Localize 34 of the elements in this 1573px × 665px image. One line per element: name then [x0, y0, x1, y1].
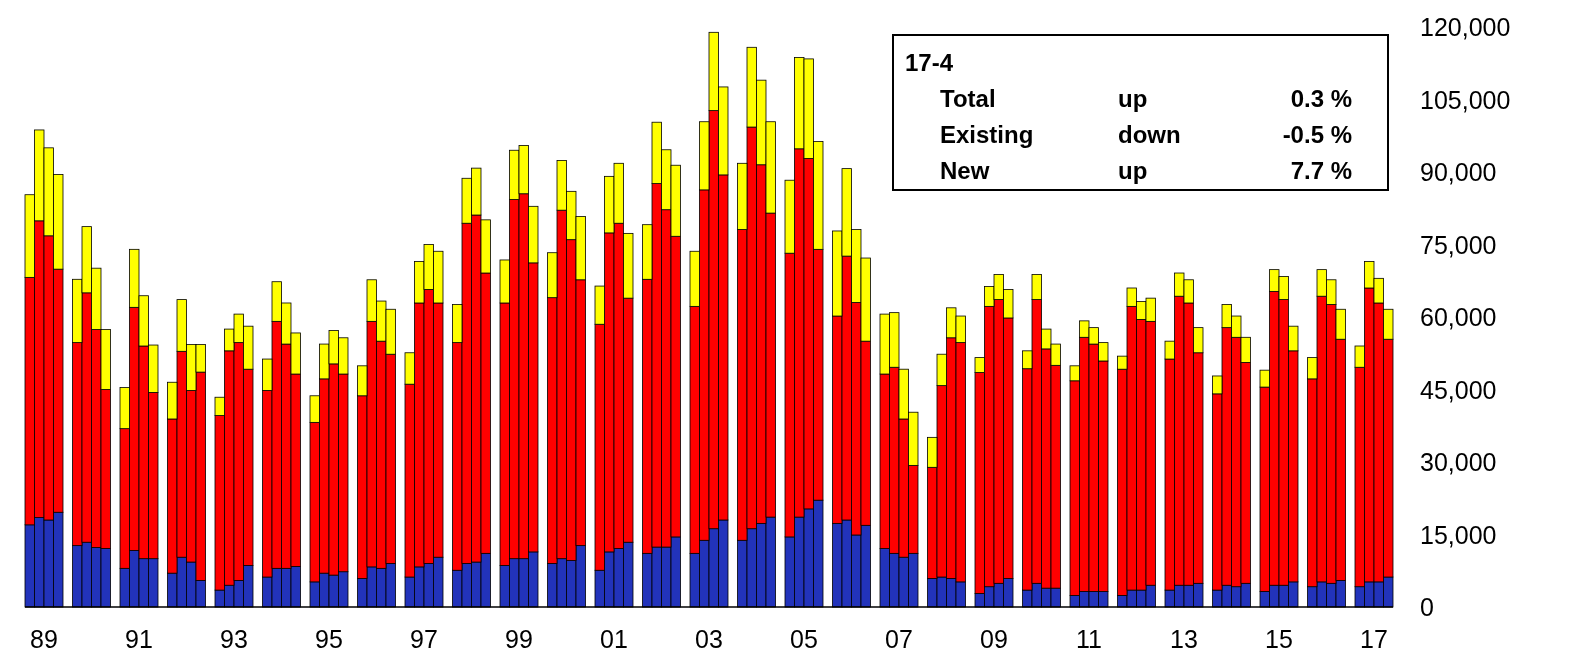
- x-tick-label: 89: [30, 625, 58, 653]
- annotation: down: [1118, 121, 1181, 148]
- x-tick-label: 03: [695, 625, 723, 653]
- y-tick-label: 0: [1420, 593, 1434, 621]
- x-tick-label: 99: [505, 625, 533, 653]
- x-tick-label: 11: [1076, 625, 1102, 653]
- x-tick-label: 05: [790, 625, 818, 653]
- x-tick-label: 01: [600, 625, 628, 653]
- annotation: Total: [940, 85, 996, 112]
- x-tick-label: 95: [315, 625, 343, 653]
- x-tick-label: 07: [885, 625, 913, 653]
- annotation: up: [1118, 85, 1148, 112]
- x-tick-label: 91: [125, 625, 153, 653]
- y-tick-label: 30,000: [1420, 448, 1497, 476]
- x-tick-label: 97: [410, 625, 438, 653]
- annotation: New: [940, 157, 990, 184]
- annotation: 0.3 %: [1290, 85, 1352, 112]
- annotation: up: [1118, 157, 1148, 184]
- y-tick-label: 90,000: [1420, 158, 1497, 186]
- y-tick-label: 15,000: [1420, 520, 1497, 549]
- x-tick-label: 15: [1265, 625, 1293, 653]
- y-tick-label: 120,000: [1420, 13, 1511, 41]
- y-tick-label: 60,000: [1420, 303, 1497, 331]
- y-tick-label: 105,000: [1420, 85, 1511, 114]
- annotation: Existing: [940, 121, 1034, 148]
- x-tick-label: 17: [1360, 625, 1388, 653]
- x-tick-label: 13: [1170, 625, 1198, 653]
- annotation: 7.7 %: [1290, 157, 1352, 184]
- annotation: -0.5 %: [1282, 121, 1352, 148]
- x-tick-label: 93: [220, 625, 248, 653]
- y-tick-label: 45,000: [1420, 375, 1497, 404]
- annotation: 17-4: [905, 49, 954, 76]
- y-tick-label: 75,000: [1420, 230, 1497, 259]
- x-tick-label: 09: [980, 625, 1008, 653]
